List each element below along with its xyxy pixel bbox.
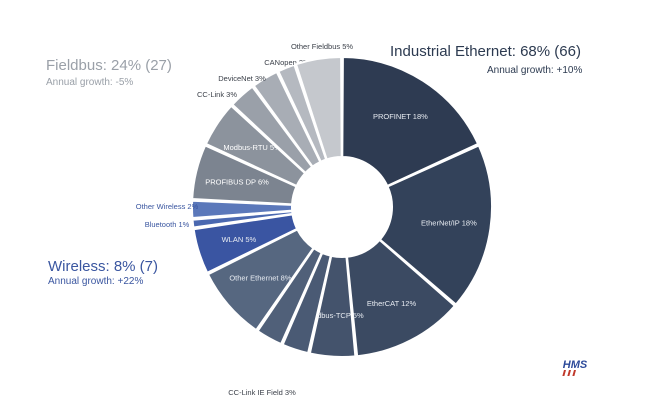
slice-label: WLAN 5% <box>222 235 257 244</box>
slice-ethernet-ip-18 <box>378 144 493 306</box>
slice-label: Bluetooth 1% <box>145 220 190 229</box>
wireless-growth: Annual growth: +22% <box>48 276 144 287</box>
slice-profinet-18 <box>341 55 480 188</box>
slice-ethercat-12 <box>345 238 457 358</box>
slice-modbus-rtu-5 <box>204 104 307 188</box>
slice-label: CC-Link 3% <box>197 90 237 99</box>
slice-label: Modbus-TCP 5% <box>307 311 364 320</box>
slice-modbus-tcp-5 <box>308 254 357 358</box>
slice-label: Modbus-RTU 5% <box>223 143 281 152</box>
slice-profibus-dp-6 <box>191 144 298 206</box>
industrial-ethernet-growth: Annual growth: +10% <box>487 65 583 76</box>
slice-other-fieldbus-5 <box>294 55 343 161</box>
slice-label: PROFINET 18% <box>373 112 428 121</box>
slice-label: CC-Link IE Field 3% <box>228 388 296 397</box>
hms-logo-icon: HMS <box>562 359 588 376</box>
wireless-title: Wireless: 8% (7) <box>48 258 159 275</box>
slice-label: Other Wireless 2% <box>136 202 199 211</box>
slice-label: EtherNet/IP 18% <box>421 218 477 227</box>
industrial-ethernet-title: Industrial Ethernet: 68% (66) <box>390 43 581 60</box>
hms-logo-text: HMS <box>563 359 588 371</box>
slice-label: Other Ethernet 8% <box>229 274 291 283</box>
slice-label: Other Fieldbus 5% <box>291 42 353 51</box>
slice-label: PROFIBUS DP 6% <box>205 178 269 187</box>
slice-other-ethernet-8 <box>206 228 315 332</box>
fieldbus-growth: Annual growth: -5% <box>46 77 134 88</box>
slice-label: DeviceNet 3% <box>218 74 266 83</box>
slice-wlan-5 <box>192 213 299 275</box>
slice-label: EtherCAT 12% <box>367 299 417 308</box>
slice-label: CANopen 2% <box>264 58 310 67</box>
fieldbus-title: Fieldbus: 24% (27) <box>46 57 172 74</box>
